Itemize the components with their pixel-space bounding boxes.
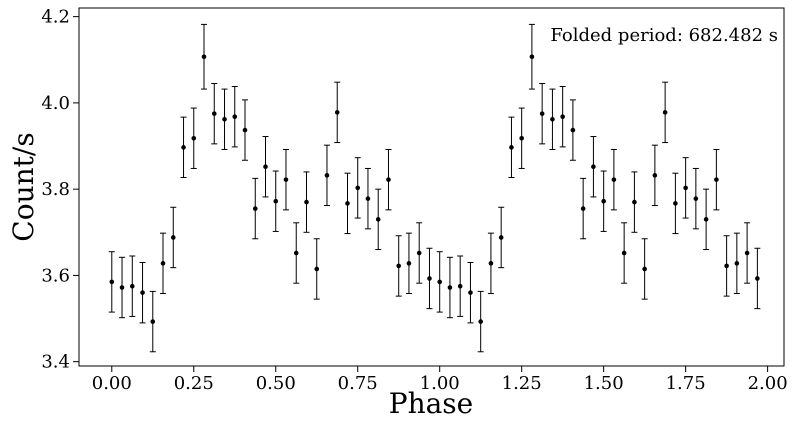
y-tick-label: 3.6 [41, 265, 70, 286]
data-point [611, 177, 617, 182]
data-point [334, 110, 340, 115]
y-axis: 3.4 3.6 3.8 4.0 4.2 [41, 7, 79, 373]
data-point [283, 177, 289, 182]
data-point [488, 261, 494, 266]
plot-frame [78, 7, 785, 367]
data-point [652, 173, 658, 178]
data-point [242, 127, 248, 133]
x-tick-label: 1.75 [666, 373, 706, 394]
data-point [580, 206, 586, 211]
data-point [437, 279, 442, 285]
data-point [539, 111, 545, 116]
data-point [232, 114, 238, 119]
data-point [140, 290, 145, 295]
data-point [304, 199, 309, 205]
data-point [119, 285, 125, 290]
data-point [714, 177, 719, 182]
data-point [427, 276, 432, 281]
x-tick-label: 0.00 [92, 373, 132, 394]
data-point [498, 235, 504, 240]
data-point [662, 110, 668, 115]
data-point [560, 114, 565, 119]
data-point [386, 177, 391, 182]
data-point [273, 198, 279, 204]
data-point [632, 199, 637, 205]
data-point [693, 196, 699, 201]
data-point [375, 217, 381, 222]
data-point [683, 185, 688, 191]
data-point [345, 201, 350, 206]
data-point [129, 283, 135, 289]
x-tick-label: 0.25 [174, 373, 214, 394]
data-point [222, 116, 227, 122]
data-point [263, 164, 268, 170]
x-tick-label: 0.75 [338, 373, 378, 394]
data-point [252, 206, 258, 211]
data-point [293, 250, 299, 256]
x-tick-label: 1.50 [584, 373, 624, 394]
data-point [744, 250, 750, 256]
data-point [181, 145, 186, 150]
y-tick-label: 4.0 [41, 93, 70, 114]
y-tick-label: 3.8 [41, 179, 70, 200]
data-point [550, 116, 555, 122]
y-axis-label: Count/s [7, 132, 40, 241]
x-tick-label: 2.00 [748, 373, 788, 394]
data-point [755, 276, 760, 281]
data-point [570, 127, 576, 133]
data-point [365, 196, 371, 201]
error-bars [108, 23, 761, 353]
data-point [642, 266, 647, 272]
data-point [601, 198, 606, 204]
y-tick-label: 4.2 [41, 7, 70, 28]
data-point [314, 266, 320, 272]
data-point [468, 290, 473, 295]
data-point [478, 319, 483, 324]
data-point [160, 261, 166, 266]
data-point [109, 279, 115, 285]
data-point [734, 261, 740, 266]
x-tick-label: 1.00 [420, 373, 460, 394]
data-point [447, 285, 453, 290]
data-point [201, 54, 207, 60]
data-point [457, 283, 463, 289]
data-point [170, 235, 176, 240]
data-point [396, 263, 402, 269]
x-axis-label: Phase [389, 387, 474, 420]
x-tick-label: 0.50 [256, 373, 296, 394]
data-point [191, 135, 197, 141]
period-annotation: Folded period: 682.482 s [550, 25, 778, 46]
data-point [355, 185, 361, 191]
data-point [673, 201, 678, 206]
data-point [406, 261, 412, 266]
x-axis: 0.00 0.25 0.50 0.75 1.00 1.25 1.50 1.75 2.00 [92, 366, 788, 394]
data-point [324, 173, 330, 178]
data-point [509, 145, 514, 150]
data-point [416, 250, 422, 256]
data-points [109, 54, 760, 324]
data-point [529, 54, 535, 60]
data-point [621, 250, 627, 256]
data-point [519, 135, 524, 141]
x-tick-label: 1.25 [502, 373, 542, 394]
y-tick-label: 3.4 [41, 352, 70, 373]
data-point [703, 217, 709, 222]
data-point [724, 263, 729, 269]
data-point [211, 111, 217, 116]
data-point [591, 164, 596, 170]
data-point [150, 319, 156, 324]
